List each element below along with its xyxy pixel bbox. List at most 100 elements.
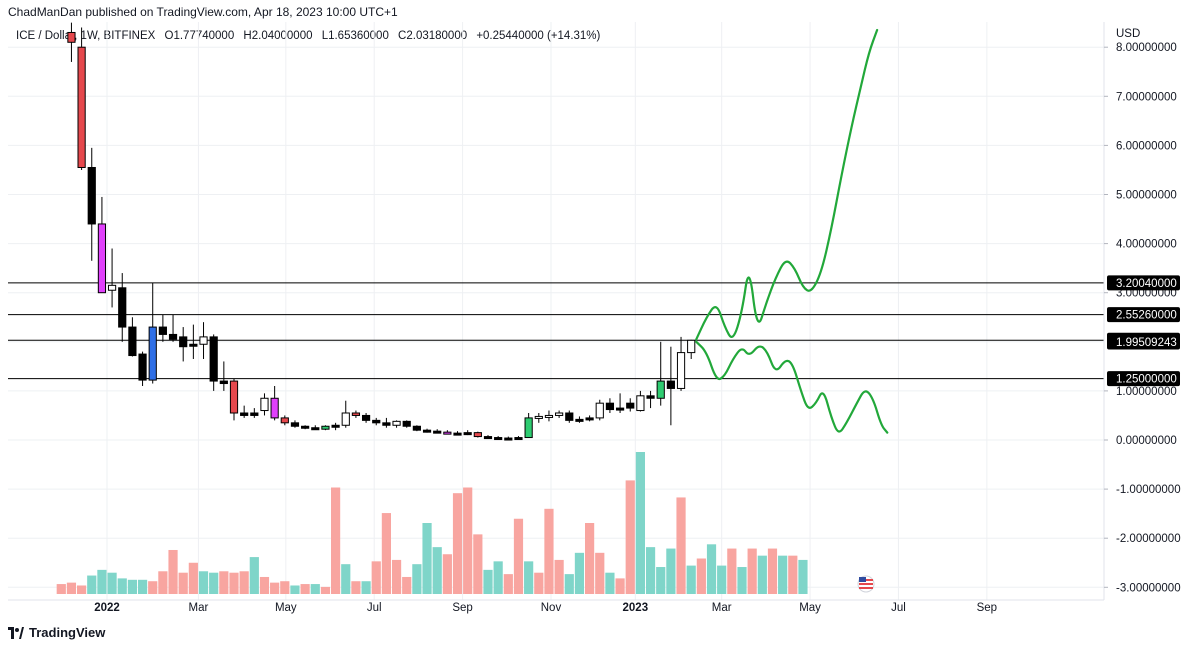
candle-body xyxy=(524,417,533,439)
volume-bar xyxy=(320,586,331,594)
candle-body xyxy=(422,429,432,433)
volume-bar xyxy=(442,554,452,594)
candle-body xyxy=(555,412,564,416)
volume-bar xyxy=(666,548,676,594)
price-label: 1.99509243 xyxy=(1116,337,1177,349)
volume-bar xyxy=(198,571,209,594)
volume-bar xyxy=(676,497,686,594)
footer[interactable]: TradingView xyxy=(8,625,105,640)
volume-bar xyxy=(534,572,544,594)
projection-path xyxy=(695,28,879,341)
candle-body xyxy=(615,407,625,411)
volume-bar xyxy=(473,534,483,594)
price-label: 1.25000000 xyxy=(1116,374,1177,386)
candle-body xyxy=(209,336,218,382)
y-tick-label: -3.00000000 xyxy=(1116,582,1181,594)
candle-body xyxy=(504,437,513,441)
horizontal-levels[interactable] xyxy=(8,282,1104,380)
volume-bar xyxy=(767,548,778,594)
y-tick-label: 0.00000000 xyxy=(1116,435,1177,447)
time-label: Jul xyxy=(367,602,382,614)
candle-body xyxy=(687,339,696,354)
volume-bar xyxy=(331,487,341,594)
price-chart[interactable]: USD 8.00000000 7.00000000 6.00000000 5.0000… xyxy=(0,0,1200,622)
y-tick-label: 1.00000000 xyxy=(1116,386,1177,398)
price-label-box xyxy=(1107,334,1180,350)
volume-bar xyxy=(341,564,351,594)
candle-body xyxy=(179,336,188,348)
candle-body xyxy=(128,326,137,357)
volume-bar xyxy=(148,581,158,594)
time-label: Nov xyxy=(541,602,562,614)
time-label: May xyxy=(275,602,297,614)
volume-bar xyxy=(727,548,737,594)
candle-body xyxy=(168,333,178,340)
candle-body xyxy=(565,412,574,421)
volume-bar xyxy=(595,552,605,594)
candle-body xyxy=(189,343,198,347)
candle-body xyxy=(331,424,340,428)
candle-body xyxy=(290,422,300,427)
volume-bar xyxy=(798,559,808,594)
volume-bar xyxy=(219,571,229,594)
tradingview-logo-icon xyxy=(8,626,24,639)
candle-body xyxy=(656,380,665,399)
volume-bar xyxy=(77,585,87,594)
volume-bar xyxy=(524,561,534,594)
time-axis[interactable]: 2022 Mar May Jul Sep Nov 2023 Mar May Jul Sep xyxy=(8,599,1104,614)
candle-body xyxy=(118,287,127,328)
volume-bar xyxy=(117,578,127,594)
volume-bar xyxy=(706,544,717,594)
volume-bar xyxy=(554,559,564,594)
volume-bar xyxy=(280,581,290,594)
candles xyxy=(67,22,696,441)
candle-body xyxy=(483,436,493,440)
candle-body xyxy=(270,397,279,419)
price-label-box xyxy=(1107,275,1180,291)
volume-bar xyxy=(310,584,320,594)
y-tick-label: -2.00000000 xyxy=(1116,533,1181,545)
volume-bar xyxy=(747,548,757,594)
volume-bar xyxy=(381,513,391,594)
candle-body xyxy=(514,437,523,441)
candle-body xyxy=(199,336,208,345)
volume-bar xyxy=(645,547,656,594)
volume-bar xyxy=(290,585,300,594)
volume-bar xyxy=(87,575,97,594)
projection-drawings[interactable] xyxy=(695,28,889,434)
volume-bars xyxy=(56,452,808,594)
legend-change: +0.25440000 (+14.31%) xyxy=(476,30,601,42)
candle-body xyxy=(402,420,411,427)
time-label: Mar xyxy=(712,602,732,614)
candle-body xyxy=(382,422,391,426)
legend-close: C2.03180000 xyxy=(398,30,468,42)
symbol-name[interactable]: ICE / Dollar, 1W, BITFINEX xyxy=(16,30,156,42)
volume-bar xyxy=(270,582,280,594)
candle-body xyxy=(229,380,239,414)
volume-bar xyxy=(717,565,727,594)
grid xyxy=(8,22,1104,600)
y-tick-label: 7.00000000 xyxy=(1116,91,1177,103)
volume-bar xyxy=(158,571,168,594)
volume-bar xyxy=(564,574,574,594)
candle-body xyxy=(412,425,421,431)
candle-body xyxy=(138,353,147,381)
price-label: 3.20040000 xyxy=(1116,278,1177,290)
volume-bar xyxy=(757,555,767,594)
candle-body xyxy=(158,326,167,335)
candle-body xyxy=(97,223,107,294)
volume-bar xyxy=(66,582,77,594)
time-label: Sep xyxy=(977,602,997,614)
volume-bar xyxy=(178,572,188,594)
price-axis[interactable]: USD 8.00000000 7.00000000 6.00000000 5.0000… xyxy=(1103,22,1181,600)
legend-open: O1.77740000 xyxy=(164,30,235,42)
projection-path xyxy=(695,340,889,434)
volume-bar xyxy=(239,571,249,594)
candle-body xyxy=(250,412,259,416)
price-label: 2.55260000 xyxy=(1116,310,1177,322)
volume-bar xyxy=(452,493,463,594)
candle-body xyxy=(361,414,371,421)
candle-body xyxy=(311,427,320,431)
legend-low: L1.65360000 xyxy=(321,30,389,42)
volume-bar xyxy=(493,561,503,594)
